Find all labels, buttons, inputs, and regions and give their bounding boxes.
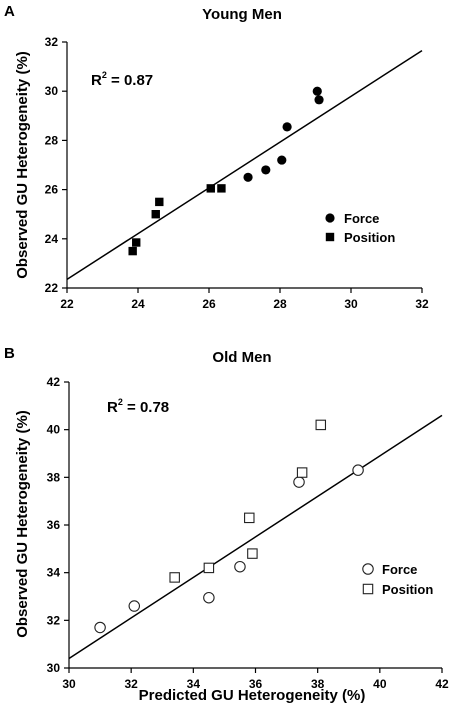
legend-force-marker xyxy=(362,563,374,575)
force-point xyxy=(203,591,215,604)
legend-force-marker xyxy=(325,213,335,223)
force-point xyxy=(314,95,324,105)
position-point xyxy=(206,184,215,193)
y-axis-label-a: Observed GU Heterogeneity (%) xyxy=(14,51,31,279)
position-point xyxy=(155,197,164,207)
y-tick-label: 36 xyxy=(47,518,61,532)
legend-position-label: Position xyxy=(344,230,395,245)
force-point xyxy=(352,464,364,476)
force-point xyxy=(261,165,271,175)
y-tick-label: 34 xyxy=(47,566,61,580)
position-point xyxy=(169,572,180,583)
y-tick-label: 24 xyxy=(45,232,59,246)
chart-title-a: Young Men xyxy=(202,6,282,23)
y-tick-label: 40 xyxy=(47,423,61,437)
y-tick-label: 30 xyxy=(47,661,61,675)
y-tick-label: 38 xyxy=(47,470,61,484)
legend-force-label: Force xyxy=(382,562,417,577)
y-axis-label-b: Observed GU Heterogeneity (%) xyxy=(14,410,31,638)
panel-letter-a: A xyxy=(4,3,15,20)
position-point xyxy=(217,184,226,193)
x-tick-label: 30 xyxy=(344,297,358,311)
legend-a: Force Position xyxy=(325,211,395,245)
force-point xyxy=(243,172,253,182)
x-tick-label: 32 xyxy=(124,677,138,691)
x-tick-label: 36 xyxy=(249,677,263,691)
x-axis-label-b: Predicted GU Heterogeneity (%) xyxy=(139,687,366,704)
plot-area-a: 22 24 26 28 30 32 22 24 26 28 30 32 xyxy=(45,35,429,311)
force-point xyxy=(293,476,305,488)
legend-position-marker xyxy=(325,232,335,242)
force-point xyxy=(234,560,246,573)
y-tick-label: 22 xyxy=(45,281,59,295)
position-point xyxy=(296,467,308,478)
regression-line xyxy=(66,49,423,281)
legend-position-label: Position xyxy=(382,582,433,597)
position-point xyxy=(128,246,137,256)
x-tick-label: 26 xyxy=(202,297,216,311)
force-point xyxy=(277,155,287,165)
position-point xyxy=(203,562,215,574)
panel-b: B Old Men Observed GU Heterogeneity (%) … xyxy=(4,345,449,704)
position-point xyxy=(132,238,141,247)
y-tick-label: 26 xyxy=(45,183,59,197)
chart-title-b: Old Men xyxy=(212,349,271,366)
force-point xyxy=(128,600,141,612)
x-tick-label: 40 xyxy=(373,677,387,691)
y-tick-label: 32 xyxy=(45,35,59,49)
x-tick-label: 22 xyxy=(60,297,74,311)
r-squared-annotation-a: R2 = 0.87 xyxy=(91,70,153,89)
legend-force-label: Force xyxy=(344,211,379,226)
x-tick-label: 24 xyxy=(131,297,145,311)
x-tick-label: 38 xyxy=(311,677,325,691)
legend-position-marker xyxy=(362,583,374,595)
panel-letter-b: B xyxy=(4,345,15,362)
legend-b: Force Position xyxy=(362,562,433,597)
regression-line xyxy=(68,414,443,660)
x-tick-label: 42 xyxy=(435,677,449,691)
r-squared-annotation-b: R2 = 0.78 xyxy=(107,397,169,416)
x-tick-label: 30 xyxy=(62,677,76,691)
force-point xyxy=(94,621,106,634)
y-tick-label: 32 xyxy=(47,613,61,627)
force-point xyxy=(282,122,292,132)
force-point xyxy=(312,86,322,96)
plot-area-b: 30 32 34 36 38 40 42 30 32 34 36 38 40 42 xyxy=(47,375,449,691)
y-tick-label: 28 xyxy=(45,133,59,147)
position-point xyxy=(247,548,258,559)
y-tick-label: 30 xyxy=(45,84,59,98)
position-point xyxy=(315,419,327,431)
panel-a: A Young Men Observed GU Heterogeneity (%… xyxy=(4,3,429,311)
x-tick-label: 28 xyxy=(273,297,287,311)
x-tick-label: 34 xyxy=(187,677,201,691)
position-point xyxy=(151,210,160,219)
y-tick-label: 42 xyxy=(47,375,61,389)
x-tick-label: 32 xyxy=(415,297,429,311)
position-point xyxy=(244,512,255,524)
